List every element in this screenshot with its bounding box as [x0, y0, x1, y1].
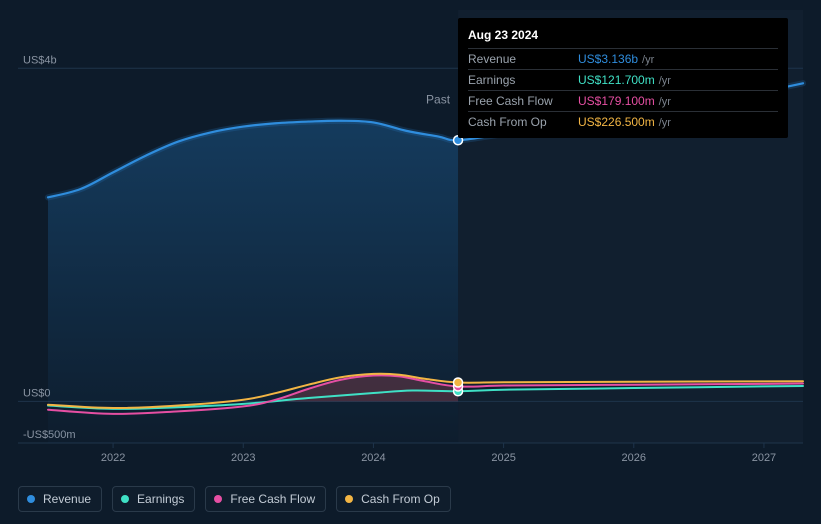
- svg-text:2022: 2022: [101, 452, 125, 464]
- legend-dot-icon: [27, 495, 35, 503]
- tooltip-row-unit: /yr: [642, 54, 654, 66]
- tooltip-date: Aug 23 2024: [468, 24, 778, 48]
- tooltip-row: Free Cash FlowUS$179.100m/yr: [468, 90, 778, 111]
- svg-text:2027: 2027: [752, 452, 776, 464]
- tooltip-row: Cash From OpUS$226.500m/yr: [468, 111, 778, 132]
- chart-tooltip: Aug 23 2024 RevenueUS$3.136b/yrEarningsU…: [458, 18, 788, 138]
- legend-item-revenue[interactable]: Revenue: [18, 486, 102, 512]
- legend-item-label: Cash From Op: [361, 492, 440, 506]
- tooltip-row: RevenueUS$3.136b/yr: [468, 48, 778, 69]
- svg-text:2024: 2024: [361, 452, 385, 464]
- tooltip-row-value: US$3.136b: [578, 52, 638, 66]
- svg-text:US$0: US$0: [23, 387, 51, 399]
- financial-chart: -US$500mUS$0US$4b20222023202420252026202…: [0, 0, 821, 524]
- legend-item-cfo[interactable]: Cash From Op: [336, 486, 451, 512]
- svg-text:2023: 2023: [231, 452, 255, 464]
- legend-item-earnings[interactable]: Earnings: [112, 486, 195, 512]
- tooltip-row-label: Free Cash Flow: [468, 94, 578, 108]
- legend-item-label: Revenue: [43, 492, 91, 506]
- legend-item-label: Earnings: [137, 492, 184, 506]
- legend-dot-icon: [214, 495, 222, 503]
- tooltip-row: EarningsUS$121.700m/yr: [468, 69, 778, 90]
- svg-text:US$4b: US$4b: [23, 54, 57, 66]
- legend-dot-icon: [121, 495, 129, 503]
- svg-text:2026: 2026: [622, 452, 646, 464]
- legend-dot-icon: [345, 495, 353, 503]
- tooltip-row-value: US$121.700m: [578, 73, 655, 87]
- svg-text:2025: 2025: [491, 452, 515, 464]
- tooltip-row-label: Cash From Op: [468, 115, 578, 129]
- chart-legend: Revenue Earnings Free Cash Flow Cash From O…: [18, 486, 451, 512]
- legend-item-fcf[interactable]: Free Cash Flow: [205, 486, 326, 512]
- tooltip-row-unit: /yr: [659, 117, 671, 129]
- tooltip-row-label: Revenue: [468, 52, 578, 66]
- svg-text:Past: Past: [426, 93, 451, 107]
- legend-item-label: Free Cash Flow: [230, 492, 315, 506]
- tooltip-row-unit: /yr: [659, 96, 671, 108]
- tooltip-row-value: US$226.500m: [578, 115, 655, 129]
- tooltip-row-unit: /yr: [659, 75, 671, 87]
- tooltip-row-label: Earnings: [468, 73, 578, 87]
- tooltip-row-value: US$179.100m: [578, 94, 655, 108]
